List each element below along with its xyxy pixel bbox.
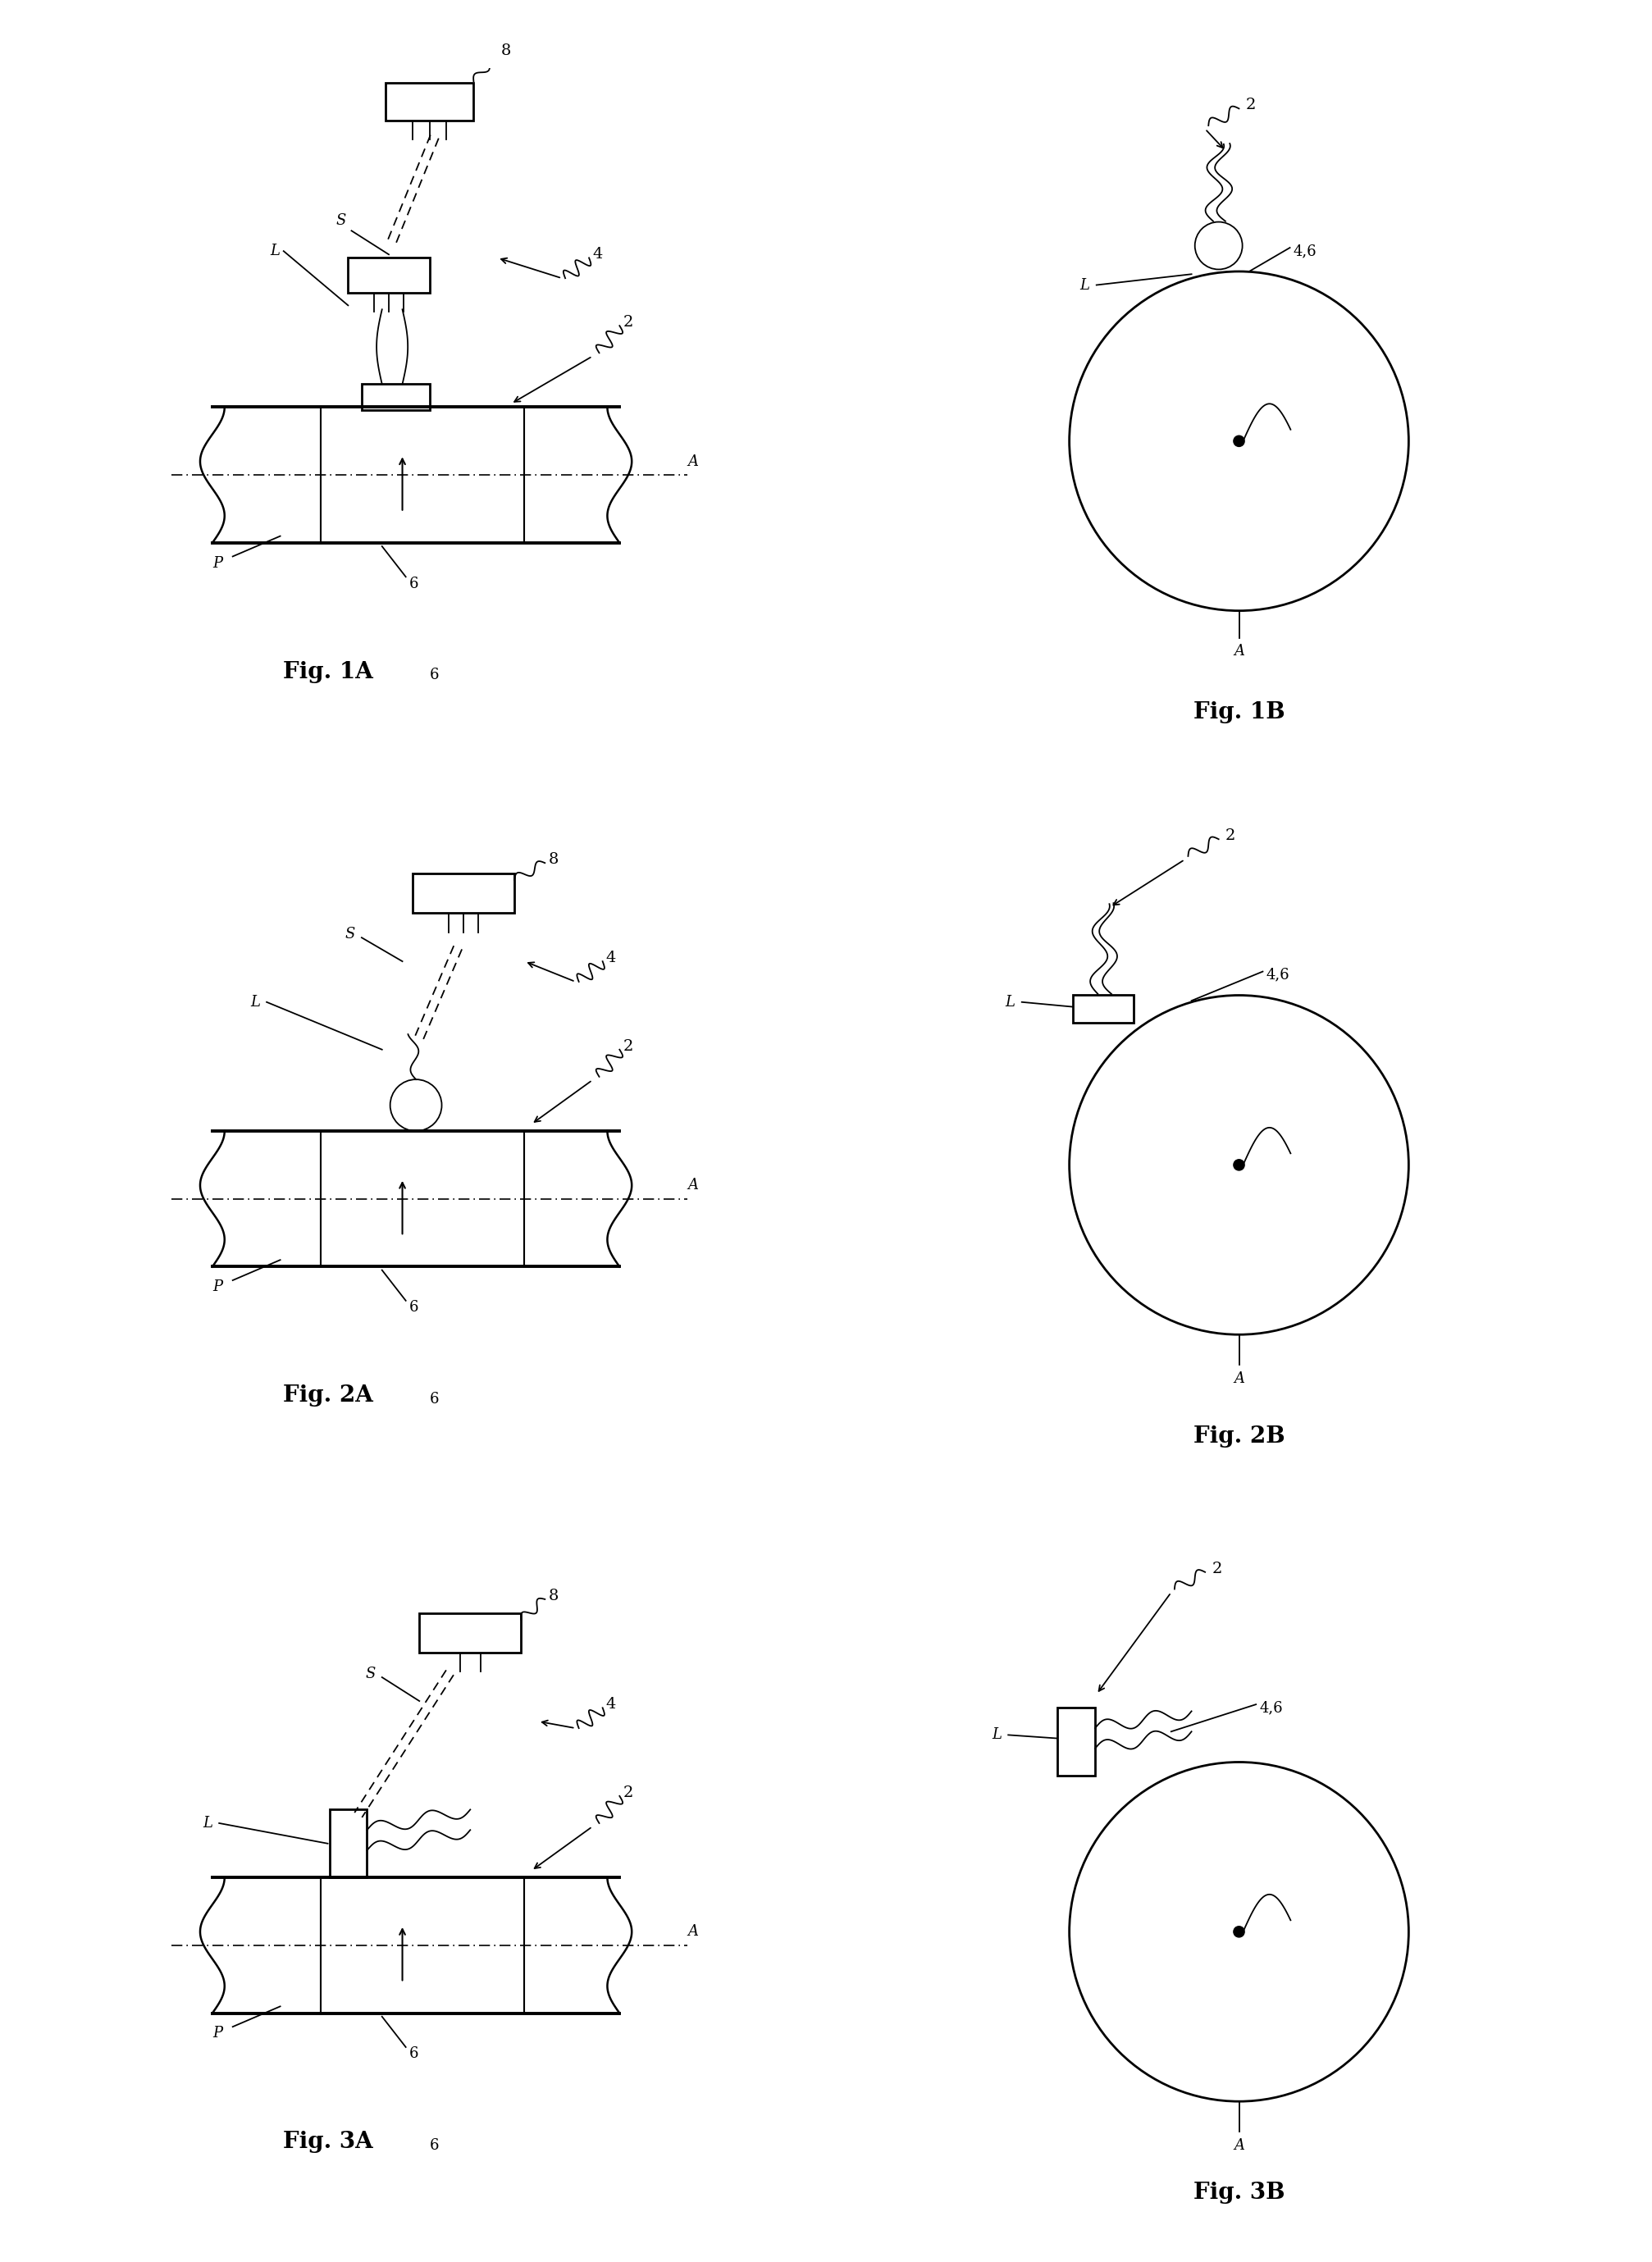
Text: L: L <box>991 1728 1001 1742</box>
Text: 2: 2 <box>1213 1561 1222 1577</box>
Bar <box>420 1613 520 1654</box>
Text: S: S <box>345 927 355 941</box>
Text: A: A <box>687 1925 699 1939</box>
Bar <box>362 385 430 409</box>
Text: Fig. 3A: Fig. 3A <box>282 2131 373 2153</box>
Bar <box>1072 995 1133 1022</box>
Text: 4,6: 4,6 <box>1265 968 1290 982</box>
Text: Fig. 3B: Fig. 3B <box>1193 2183 1285 2203</box>
Text: Fig. 1B: Fig. 1B <box>1193 701 1285 724</box>
Text: A: A <box>1234 2138 1244 2153</box>
Bar <box>329 1810 367 1877</box>
Text: A: A <box>687 1179 699 1192</box>
Circle shape <box>1234 437 1244 446</box>
Text: 2: 2 <box>1246 97 1256 113</box>
Text: P: P <box>213 556 223 570</box>
Text: L: L <box>203 1816 213 1830</box>
Text: P: P <box>213 1280 223 1294</box>
Text: 2: 2 <box>623 314 633 330</box>
Text: Fig. 2B: Fig. 2B <box>1193 1425 1285 1448</box>
Text: 6: 6 <box>410 577 418 590</box>
Text: L: L <box>1080 278 1090 292</box>
Text: L: L <box>271 244 281 258</box>
Text: P: P <box>213 2027 223 2040</box>
Text: S: S <box>337 213 347 228</box>
Bar <box>1057 1708 1095 1776</box>
Circle shape <box>1234 1160 1244 1169</box>
Text: 2: 2 <box>623 1785 633 1801</box>
Text: 6: 6 <box>430 667 439 683</box>
Text: 4,6: 4,6 <box>1294 244 1317 258</box>
Text: 8: 8 <box>548 1588 558 1604</box>
Text: 4: 4 <box>593 247 603 262</box>
Text: 6: 6 <box>410 2047 418 2061</box>
Text: 2: 2 <box>1226 828 1236 844</box>
Text: A: A <box>1234 1371 1244 1387</box>
Text: L: L <box>1004 995 1014 1009</box>
Text: Fig. 1A: Fig. 1A <box>282 661 373 683</box>
Text: 4: 4 <box>606 1696 616 1712</box>
Text: S: S <box>365 1667 375 1681</box>
Text: A: A <box>1234 645 1244 658</box>
Text: A: A <box>687 455 699 468</box>
Text: 6: 6 <box>430 2138 439 2153</box>
Text: 8: 8 <box>548 853 558 866</box>
Text: 4,6: 4,6 <box>1259 1701 1284 1715</box>
Text: 8: 8 <box>501 43 510 59</box>
Circle shape <box>1234 1927 1244 1936</box>
Text: 6: 6 <box>410 1301 418 1314</box>
Text: 6: 6 <box>430 1391 439 1407</box>
Text: Fig. 2A: Fig. 2A <box>282 1384 373 1407</box>
Bar <box>349 258 430 292</box>
Bar <box>413 873 514 914</box>
Bar <box>385 84 474 120</box>
Text: 2: 2 <box>623 1038 633 1054</box>
Text: L: L <box>249 995 259 1009</box>
Text: 4: 4 <box>606 950 616 966</box>
